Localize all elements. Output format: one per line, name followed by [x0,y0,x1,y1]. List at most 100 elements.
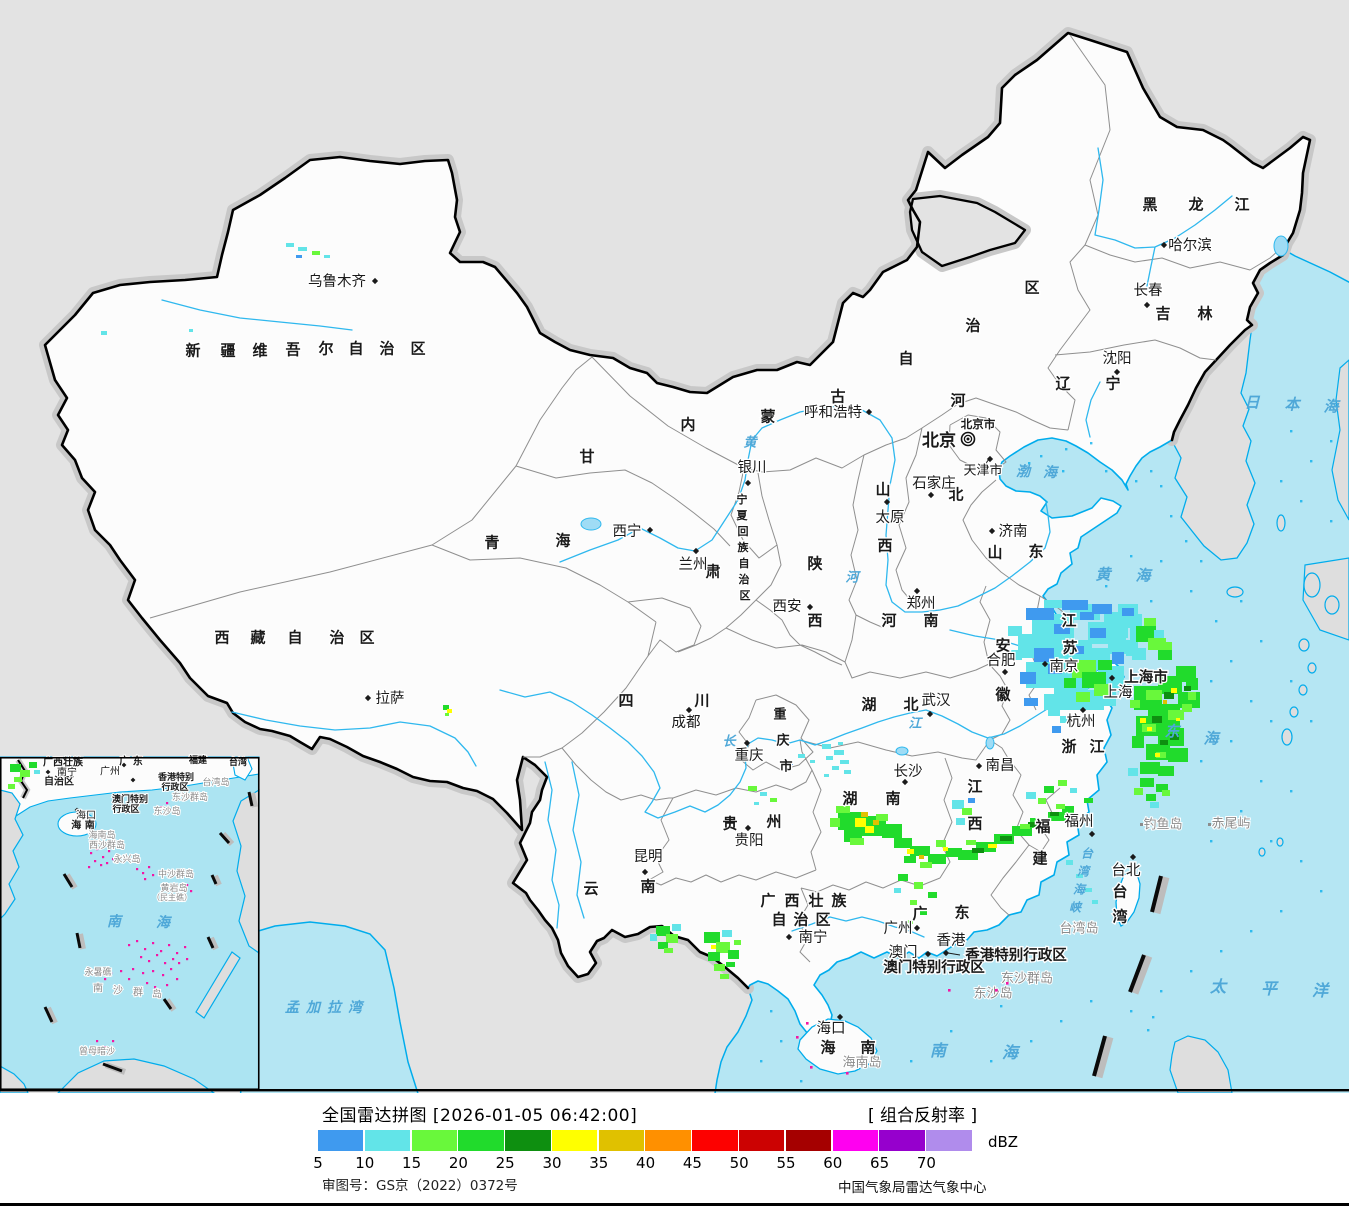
island-speck [1240,810,1243,813]
radar-echo-cell [822,744,831,749]
reef-dot [144,878,147,881]
reef-dot [104,978,107,981]
reef-dot [138,990,141,993]
province-label: 河 [881,611,896,629]
province-label: 海 [820,1038,835,1056]
sea-label: 海 [1135,566,1153,584]
city-marker [641,868,649,876]
city-marker [692,547,700,555]
city-label: 杭州 [1067,713,1096,730]
island-speck [1060,1020,1063,1023]
sea-label: 台 [1081,846,1094,860]
sea-label: 海 [1323,397,1341,415]
radar-echo-cell [714,964,725,971]
inset-label: 黄岩岛 [160,882,187,894]
inset-label: 西沙群岛 [89,839,125,851]
island-speck [1310,720,1313,723]
island-speck [1215,620,1218,623]
radar-echo-cell [1080,612,1094,620]
province-label: 区 [815,910,830,928]
radar-echo-cell [296,255,302,258]
radar-echo-cell [666,934,678,943]
capital-sub-label: 北京市 [961,417,996,431]
province-label: 内 [680,415,695,433]
rivers [161,147,1233,938]
legend-panel: 全国雷达拼图 [2026-01-05 06:42:00] [ 组合反射率 ] d… [0,1093,1349,1208]
dbz-tick: 60 [823,1154,843,1172]
radar-echo-cell [1146,794,1156,801]
sar-label: 上海市 [1124,668,1168,686]
province-label: 吾 [285,340,300,358]
dbz-color-block [458,1130,504,1151]
province-label: 辽 [1055,374,1070,392]
city-marker [364,694,372,702]
dbz-color-block [692,1130,738,1151]
sea-label: 拉 [327,999,343,1016]
island-speck [1190,970,1193,973]
radar-echo-cell [1156,784,1168,792]
province-label: 宁 [1105,374,1120,392]
inset-label: 自治区 [44,775,74,788]
reef-dot [184,946,187,949]
city-marker [806,603,814,611]
radar-echo-cell [946,848,962,857]
city-marker [926,710,934,718]
reef-dot [112,858,115,861]
dbz-color-block [879,1130,925,1151]
radar-echo-cell [1044,694,1070,710]
city-marker [1041,660,1049,668]
radar-echo-cell [1056,804,1065,809]
national-border [43,31,1312,990]
radar-echo-cell [1092,900,1098,904]
city-marker [927,491,935,499]
province-label: 福 [1034,817,1050,835]
inset-label: 永暑礁 [84,966,111,978]
island-speck [1200,560,1203,563]
province-label: 徽 [994,685,1011,703]
province-label: 新 [185,341,200,359]
inset-label: 海 南 [71,819,94,832]
province-label: 龙 [1187,195,1203,213]
island-speck [1210,680,1213,683]
inset-label: 海南岛 [88,829,115,841]
radar-echo-cell [34,770,40,774]
province-label: 陕 [807,554,822,572]
city-marker [1160,241,1168,249]
province-label: 尔 [318,339,333,357]
radar-echo-cell [962,808,972,815]
province-label: 西 [807,611,822,629]
province-label: 北 [903,695,918,713]
dbz-tick: 20 [448,1154,468,1172]
dbz-color-block [551,1130,598,1151]
reef-dot [148,960,151,963]
reef-dot [162,974,165,977]
island-speck [1000,1005,1003,1008]
luzon-island [1169,1035,1233,1093]
province-label: 治 [379,339,394,357]
radar-echo-cell [861,812,868,817]
radar-echo-cell [919,855,924,859]
province-label: 甘 [579,447,594,465]
inset-label: 广 东 [119,755,142,768]
reef-dot [136,868,139,871]
island-speck [760,1060,763,1063]
reef-dot [96,848,99,851]
radar-echo-cell [855,818,866,827]
island-speck [1105,470,1108,473]
province-label: 黑 [1142,195,1157,213]
mongolia-east-wedge [908,194,1027,268]
radar-echo-cell [1132,736,1144,748]
map-labels: 新疆维吾尔自治区西藏自治区青 海甘肃内 蒙古自治区宁夏回族自治区陕西山西河北山 东河南… [184,194,1341,1075]
island-speck [1290,430,1293,433]
city-marker [1108,674,1116,682]
city-marker [836,1013,844,1021]
radar-echo-cell [720,974,729,979]
province-label: 建 [1032,849,1048,867]
province-label: 庆 [775,733,789,749]
inset-label: 曾母暗沙 [79,1045,115,1057]
province-label: 云 [583,879,598,897]
radar-echo-cell [1060,716,1070,723]
island-speck [1330,440,1333,443]
sea-label: 太 [1209,977,1228,996]
